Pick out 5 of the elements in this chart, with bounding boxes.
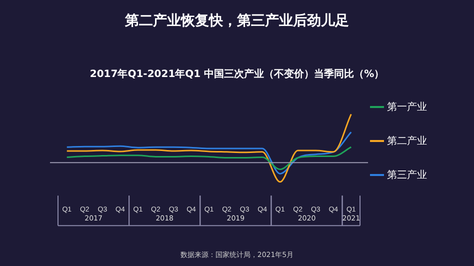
chart-subtitle: 2017年Q1-2021年Q1 中国三次产业（不变价）当季同比（%）: [88, 67, 386, 81]
chart-title: 第二产业恢复快，第三产业后劲儿足: [124, 12, 350, 30]
legend-label: 第二产业: [387, 134, 427, 148]
legend-label: 第一产业: [387, 100, 427, 114]
legend-label: 第三产业: [387, 168, 427, 182]
